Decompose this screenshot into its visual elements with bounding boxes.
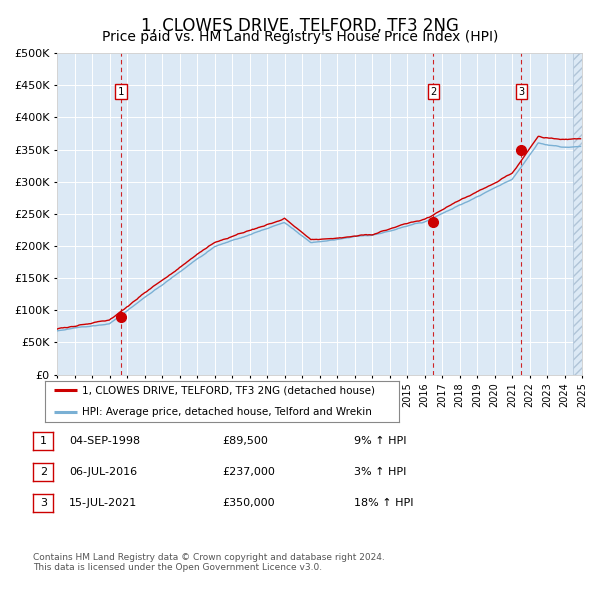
- Text: £237,000: £237,000: [222, 467, 275, 477]
- Text: This data is licensed under the Open Government Licence v3.0.: This data is licensed under the Open Gov…: [33, 563, 322, 572]
- Text: HPI: Average price, detached house, Telford and Wrekin: HPI: Average price, detached house, Telf…: [82, 407, 372, 417]
- Text: Price paid vs. HM Land Registry's House Price Index (HPI): Price paid vs. HM Land Registry's House …: [102, 30, 498, 44]
- Text: Contains HM Land Registry data © Crown copyright and database right 2024.: Contains HM Land Registry data © Crown c…: [33, 553, 385, 562]
- Text: 18% ↑ HPI: 18% ↑ HPI: [354, 499, 413, 508]
- Text: 04-SEP-1998: 04-SEP-1998: [69, 436, 140, 445]
- Text: 1, CLOWES DRIVE, TELFORD, TF3 2NG (detached house): 1, CLOWES DRIVE, TELFORD, TF3 2NG (detac…: [82, 385, 375, 395]
- Text: 1: 1: [40, 436, 47, 445]
- Text: 2: 2: [430, 87, 436, 97]
- Text: 2: 2: [40, 467, 47, 477]
- Text: 3: 3: [518, 87, 524, 97]
- Text: 3% ↑ HPI: 3% ↑ HPI: [354, 467, 406, 477]
- Text: £350,000: £350,000: [222, 499, 275, 508]
- Text: 1, CLOWES DRIVE, TELFORD, TF3 2NG: 1, CLOWES DRIVE, TELFORD, TF3 2NG: [141, 17, 459, 35]
- Text: 06-JUL-2016: 06-JUL-2016: [69, 467, 137, 477]
- Text: 15-JUL-2021: 15-JUL-2021: [69, 499, 137, 508]
- Text: 3: 3: [40, 499, 47, 508]
- Text: 9% ↑ HPI: 9% ↑ HPI: [354, 436, 407, 445]
- Text: £89,500: £89,500: [222, 436, 268, 445]
- Text: 1: 1: [118, 87, 124, 97]
